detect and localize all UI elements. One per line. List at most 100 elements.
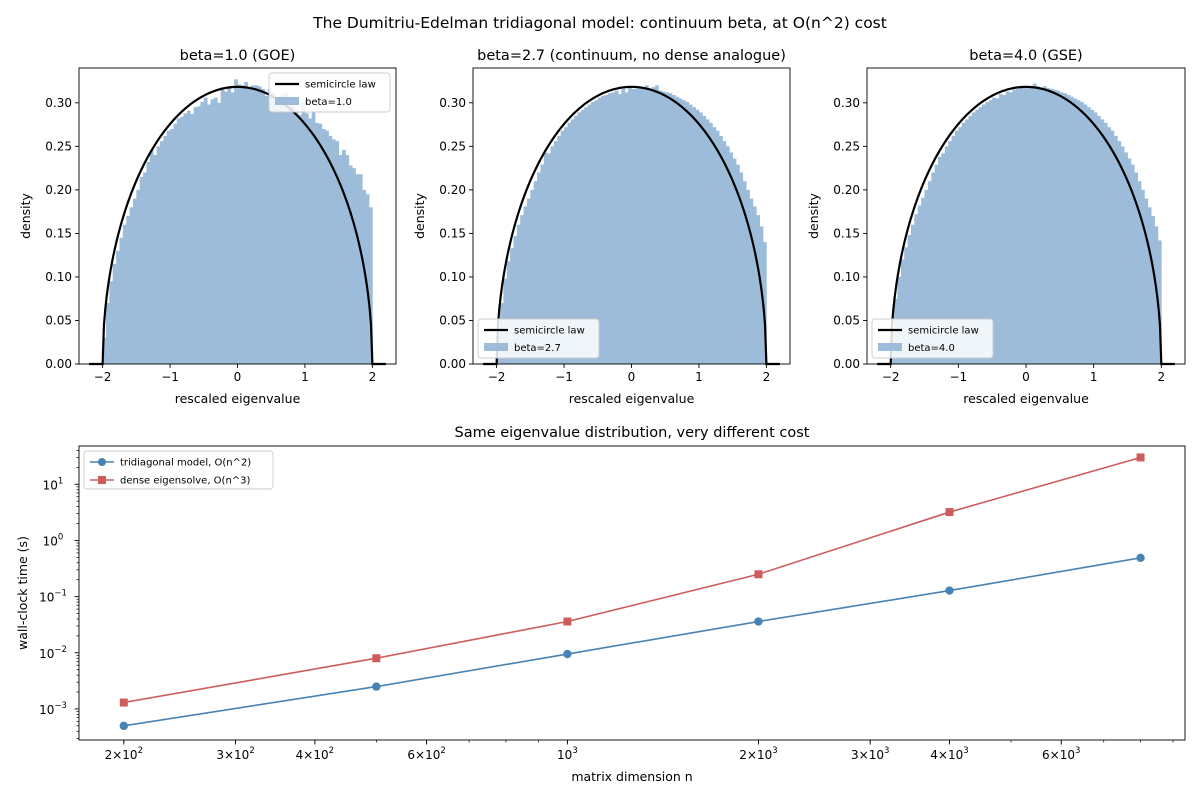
histogram-bar [988, 100, 993, 365]
histogram-bar [611, 92, 615, 364]
histogram-bar [719, 135, 723, 364]
histogram-bar [682, 100, 686, 365]
histogram-bar [537, 172, 541, 364]
histogram-bar [338, 155, 343, 364]
x-tick-exponent: 2 [440, 746, 445, 756]
histogram-bar [550, 146, 555, 364]
histogram-bar [907, 235, 912, 364]
histogram-bar [1130, 164, 1135, 364]
histogram-bar [311, 111, 316, 364]
y-tick-label: 0.05 [45, 313, 72, 327]
x-axis-label: rescaled eigenvalue [175, 391, 301, 406]
histogram-bar [910, 224, 915, 364]
histogram-bar [746, 189, 750, 364]
x-tick-label: 103 [557, 746, 578, 762]
x-tick-label: −1 [949, 370, 967, 384]
histogram-bar [143, 172, 147, 364]
axes-frame [78, 445, 1186, 741]
histogram-bar [1002, 94, 1007, 365]
legend-entry: tridiagonal model, O(n^2) [120, 458, 251, 469]
histogram-bar [244, 81, 248, 365]
histogram-bar [665, 92, 669, 364]
histogram-bar [180, 116, 184, 364]
histogram-bar [156, 146, 161, 364]
histogram-bar [173, 123, 178, 364]
histogram-bar [614, 90, 619, 364]
y-axis-label: wall-clock time (s) [15, 536, 30, 650]
legend-entry-histogram: beta=2.7 [514, 343, 561, 354]
histogram-bar [655, 85, 659, 364]
histogram-bar [709, 122, 713, 364]
histogram-bar [1093, 112, 1098, 365]
histogram-panel-beta-2-7: −2 −1 0 1 2 0.00 0.05 0.10 0.15 0.20 0.25 0.30 beta=… [412, 48, 791, 406]
histogram-bar [1009, 92, 1013, 364]
histogram-bar [240, 85, 245, 364]
histogram-bar [1080, 101, 1084, 364]
histogram-bar [358, 174, 363, 364]
histogram-bars [102, 79, 373, 365]
histogram-bar [584, 107, 589, 365]
histogram-bar [264, 95, 269, 365]
y-tick-label: 0.15 [439, 226, 466, 240]
x-axis-label: rescaled eigenvalue [963, 391, 1089, 406]
histogram-bar [321, 128, 326, 364]
histogram-bar [342, 149, 346, 364]
histogram-bar [607, 93, 612, 364]
histogram-bar [560, 130, 565, 364]
histogram-bar [355, 174, 360, 364]
x-tick-label: 2 [1157, 370, 1165, 384]
histogram-bar [523, 206, 528, 364]
histogram-bar [658, 90, 663, 364]
histogram-bar [958, 127, 963, 364]
histogram-bar [1110, 130, 1115, 364]
histogram-bar [257, 86, 262, 364]
histogram-bar [298, 115, 302, 364]
histogram-bar [234, 79, 238, 364]
histogram-bar [1151, 216, 1155, 364]
histogram-bar [207, 104, 211, 364]
y-tick-label: 0.00 [833, 357, 860, 371]
histogram-bar [644, 85, 649, 364]
x-tick-exponent: 2 [249, 746, 254, 756]
legend-entry-histogram: beta=4.0 [908, 343, 955, 354]
legend-hist-swatch [878, 343, 902, 351]
x-tick-base: 10 [1060, 748, 1075, 762]
histogram-bar [1066, 94, 1071, 365]
figure-suptitle: The Dumitriu-Edelman tridiagonal model: … [312, 14, 887, 32]
x-tick-label: 4×103 [930, 746, 968, 762]
y-tick-label: 0.30 [45, 96, 72, 110]
histogram-bar [1029, 86, 1034, 364]
histogram-bar [924, 189, 929, 364]
y-tick-label: 0.10 [45, 270, 72, 284]
histogram-bar [671, 94, 676, 365]
x-tick-label: 1 [1090, 370, 1098, 384]
histogram-bar [951, 135, 956, 364]
x-tick-base: 10 [757, 748, 772, 762]
histogram-bar [365, 194, 370, 364]
x-tick-mantissa: 3× [216, 748, 234, 762]
histogram-bar [998, 94, 1003, 365]
series-line [123, 557, 1141, 727]
data-point [119, 698, 128, 707]
legend-entry-histogram: beta=1.0 [305, 97, 352, 108]
legend-box [871, 318, 994, 359]
histogram-bar [176, 118, 181, 365]
histogram-bar [170, 128, 174, 364]
y-tick-label: 0.10 [439, 270, 466, 284]
histogram-bar [149, 149, 154, 364]
panel-title: beta=2.7 (continuum, no dense analogue) [477, 48, 786, 64]
histogram-bar [661, 91, 666, 364]
histogram-bar [1147, 207, 1152, 364]
histogram-bar [651, 87, 656, 365]
histogram-bar [1069, 96, 1074, 364]
x-tick-exponent: 3 [1075, 746, 1080, 756]
histogram-bar [982, 104, 986, 364]
histogram-bar [678, 98, 683, 364]
data-point [754, 570, 763, 579]
histogram-bar [641, 88, 646, 365]
y-tick-label: 10−2 [39, 645, 67, 661]
histogram-bar [261, 88, 265, 364]
y-tick-base: 10 [43, 534, 58, 548]
histogram-bar [1053, 89, 1057, 364]
